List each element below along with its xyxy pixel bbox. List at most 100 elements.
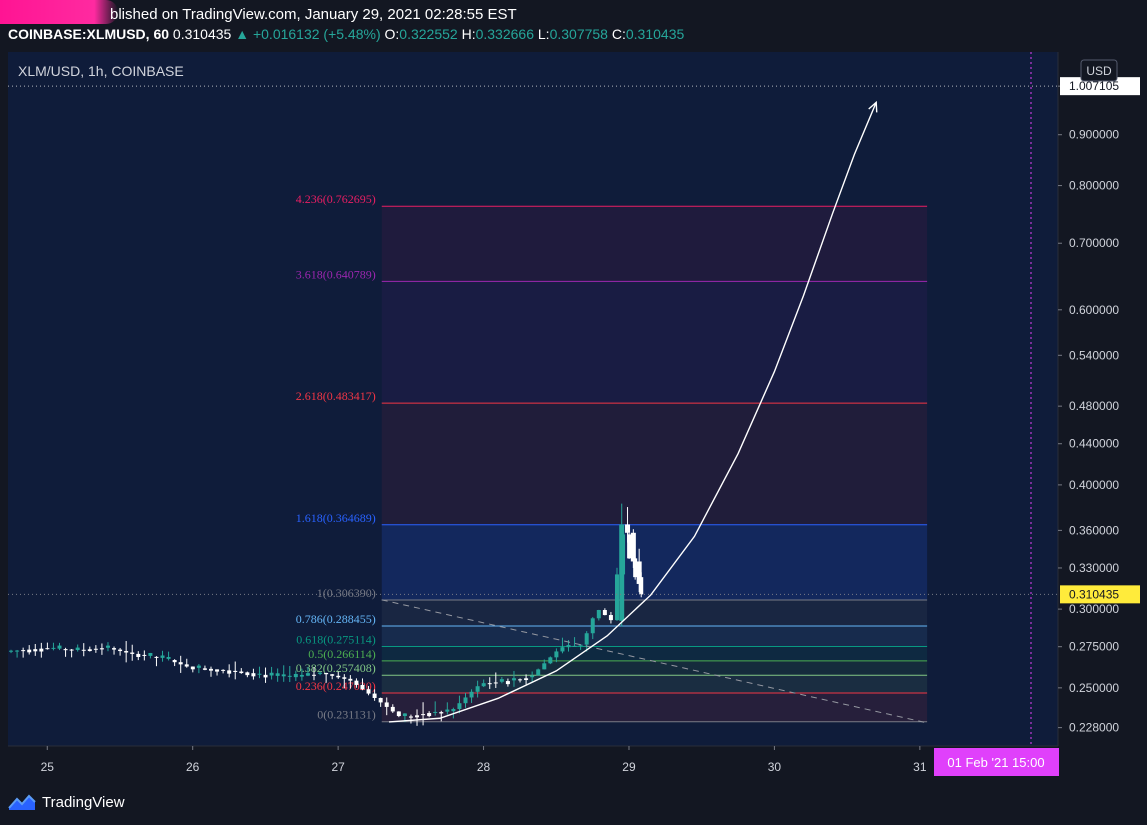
drawings[interactable] bbox=[8, 52, 1058, 746]
redacted-author-mark bbox=[0, 0, 118, 24]
y-tick-label: 0.275000 bbox=[1069, 640, 1119, 654]
candle-body bbox=[542, 663, 547, 670]
y-tick-label: 0.330000 bbox=[1069, 561, 1119, 575]
candle-body bbox=[166, 656, 171, 659]
candle-body bbox=[633, 558, 638, 578]
chart-pane[interactable] bbox=[8, 52, 1058, 746]
x-tick-label: 26 bbox=[186, 760, 200, 774]
y-tick-label: 0.480000 bbox=[1069, 399, 1119, 413]
candle-body bbox=[469, 691, 474, 698]
candle-body bbox=[348, 678, 353, 681]
candle-body bbox=[245, 672, 250, 676]
fib-zone bbox=[381, 524, 928, 601]
growth-curve-arrow[interactable] bbox=[388, 102, 877, 723]
close-label: C: bbox=[611, 26, 626, 42]
tradingview-brand: TradingView bbox=[42, 793, 125, 811]
candle-body bbox=[112, 648, 117, 650]
x-tick-label: 28 bbox=[477, 760, 491, 774]
currency-button[interactable] bbox=[1080, 59, 1118, 82]
candle-body bbox=[402, 713, 407, 717]
candle-body bbox=[554, 651, 559, 658]
candle-body bbox=[281, 674, 286, 677]
candle-body bbox=[602, 609, 607, 616]
candle-body bbox=[536, 669, 541, 676]
crosshair-price-badge bbox=[1060, 77, 1140, 96]
low-label: L: bbox=[537, 26, 550, 42]
crosshair-time-label: 01 Feb '21 15:00 bbox=[947, 755, 1044, 770]
candle-body bbox=[93, 648, 98, 650]
fib-zone bbox=[381, 281, 928, 404]
symbol-label[interactable]: COINBASE:XLMUSD, 60 bbox=[8, 26, 170, 42]
candle-body bbox=[208, 668, 213, 671]
fib-level-label: 0.382(0.257408) bbox=[296, 661, 376, 675]
tradingview-logo[interactable]: TradingView bbox=[8, 793, 125, 811]
candle-body bbox=[312, 674, 317, 676]
trend-line[interactable] bbox=[381, 599, 928, 724]
candle-body bbox=[390, 706, 395, 712]
candle-body bbox=[590, 618, 595, 634]
candle-body bbox=[475, 686, 480, 692]
fib-level-label: 0.5(0.266114) bbox=[308, 647, 376, 661]
fib-level-label: 2.618(0.483417) bbox=[296, 389, 376, 403]
candle-body bbox=[384, 702, 389, 707]
y-tick-label: 0.900000 bbox=[1069, 128, 1119, 142]
candle-body bbox=[511, 678, 516, 681]
close-value: 0.310435 bbox=[625, 26, 685, 42]
candle-body bbox=[196, 665, 201, 668]
candle-body bbox=[233, 670, 238, 672]
candle-body bbox=[202, 668, 207, 670]
fib-zone bbox=[381, 693, 928, 722]
candle-body bbox=[451, 709, 456, 712]
candle-body bbox=[221, 669, 226, 671]
fib-level-label: 0.786(0.288455) bbox=[296, 612, 376, 626]
candle-body bbox=[548, 657, 553, 664]
price-change: ▲ +0.016132 (+5.48%) bbox=[235, 26, 381, 42]
high-value: 0.332666 bbox=[475, 26, 534, 42]
candle-body bbox=[263, 674, 268, 678]
candle-body bbox=[566, 645, 571, 648]
fibonacci-extension[interactable]: 0(0.231131)0.236(0.247020)0.382(0.257408… bbox=[296, 192, 928, 723]
y-tick-label: 0.440000 bbox=[1069, 437, 1119, 451]
candle-body bbox=[51, 647, 56, 649]
currency-label: USD bbox=[1086, 64, 1112, 78]
tradingview-logo-icon bbox=[8, 794, 36, 810]
y-tick-label: 0.700000 bbox=[1069, 236, 1119, 250]
candle-body bbox=[148, 652, 153, 656]
chart-title: XLM/USD, 1h, COINBASE bbox=[18, 63, 184, 79]
y-tick-label: 0.600000 bbox=[1069, 303, 1119, 317]
candle-body bbox=[172, 660, 177, 663]
candle-body bbox=[142, 654, 147, 656]
crosshair-time-badge bbox=[934, 748, 1059, 776]
fib-zone bbox=[381, 206, 928, 282]
candles-series bbox=[9, 503, 644, 726]
candle-body bbox=[39, 648, 44, 652]
y-tick-label: 0.540000 bbox=[1069, 348, 1119, 362]
candle-body bbox=[87, 649, 92, 652]
x-tick-label: 29 bbox=[622, 760, 636, 774]
candle-body bbox=[124, 651, 129, 653]
candle-body bbox=[636, 561, 642, 584]
y-tick-label: 0.250000 bbox=[1069, 681, 1119, 695]
candle-body bbox=[318, 672, 323, 674]
candle-body bbox=[415, 715, 420, 718]
candle-body bbox=[324, 672, 329, 675]
x-tick-label: 31 bbox=[913, 760, 927, 774]
candle-body bbox=[372, 693, 377, 698]
candle-body bbox=[99, 648, 104, 650]
candle-body bbox=[505, 681, 510, 685]
candle-body bbox=[239, 671, 244, 674]
fib-zone bbox=[381, 675, 928, 694]
low-value: 0.307758 bbox=[549, 26, 608, 42]
candle-body bbox=[45, 648, 50, 650]
candle-body bbox=[630, 532, 636, 562]
candle-body bbox=[408, 716, 413, 718]
candle-body bbox=[251, 673, 256, 677]
candle-body bbox=[305, 673, 310, 676]
candle-body bbox=[530, 675, 535, 678]
candle-body bbox=[524, 678, 529, 681]
fib-level-label: 1.618(0.364689) bbox=[296, 511, 376, 525]
candle-body bbox=[560, 647, 565, 652]
candle-body bbox=[118, 649, 123, 652]
candle-body bbox=[366, 689, 371, 694]
